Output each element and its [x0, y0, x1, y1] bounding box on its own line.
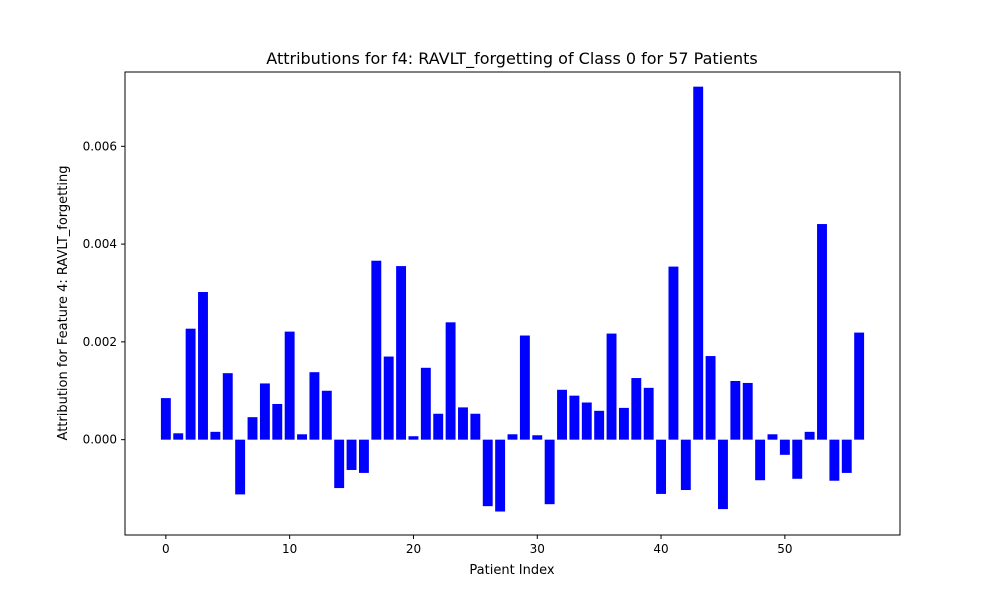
- chart-title: Attributions for f4: RAVLT_forgetting of…: [266, 49, 757, 69]
- bar-patient-10: [284, 331, 295, 440]
- bar-patient-53: [817, 224, 827, 440]
- y-axis-ticks: 0.000 0.002 0.004 0.006: [83, 139, 125, 447]
- bar-patient-34: [581, 402, 592, 440]
- plot-frame: [124, 71, 901, 536]
- bar-patient-24: [458, 407, 468, 440]
- y-tick-label: 0.000: [83, 433, 117, 447]
- bar-patient-15: [346, 439, 357, 470]
- x-tick-label: 40: [653, 542, 668, 556]
- bar-patient-48: [755, 439, 766, 481]
- bar-patient-9: [272, 403, 283, 440]
- bar-patient-43: [693, 86, 704, 440]
- bar-patient-28: [507, 434, 518, 440]
- bar-patient-26: [482, 439, 493, 507]
- bar-patient-52: [804, 431, 815, 440]
- bar-patient-0: [160, 398, 171, 440]
- bar-patient-32: [557, 389, 567, 440]
- bar-patient-7: [247, 417, 258, 440]
- bar-patient-21: [420, 367, 431, 440]
- bar-patient-8: [259, 383, 270, 440]
- bar-patient-33: [569, 395, 580, 440]
- bar-patient-55: [841, 439, 852, 473]
- bar-patient-22: [433, 413, 444, 440]
- bar-patient-38: [631, 378, 642, 440]
- bar-patient-54: [829, 439, 840, 481]
- bar-patient-19: [396, 266, 407, 440]
- x-tick-label: 0: [162, 542, 170, 556]
- y-axis-label: Attribution for Feature 4: RAVLT_forgett…: [56, 166, 71, 441]
- bar-patient-42: [680, 439, 691, 491]
- bar-patient-35: [594, 410, 605, 440]
- y-tick-label: 0.004: [83, 237, 117, 251]
- bar-patient-46: [730, 380, 741, 440]
- bar-patient-3: [198, 292, 208, 440]
- y-tick-label: 0.002: [83, 335, 117, 349]
- bar-patient-5: [222, 373, 233, 440]
- bar-patient-37: [618, 407, 629, 440]
- bar-patient-41: [668, 266, 679, 440]
- bar-patient-13: [321, 390, 332, 440]
- bar-patient-17: [371, 260, 382, 440]
- bar-patient-29: [519, 335, 530, 440]
- bar-patient-31: [544, 439, 555, 505]
- bar-patient-51: [792, 439, 803, 479]
- bar-patient-11: [297, 434, 307, 440]
- x-tick-label: 10: [282, 542, 297, 556]
- x-axis-ticks: 0 10 20 30 40 50: [162, 535, 793, 556]
- bar-patient-30: [532, 435, 543, 440]
- bar-patient-44: [705, 356, 716, 440]
- bar-patient-18: [383, 356, 394, 440]
- bar-patient-27: [495, 439, 506, 512]
- bar-patient-1: [173, 433, 184, 440]
- x-tick-label: 50: [777, 542, 792, 556]
- bar-patient-40: [656, 439, 667, 494]
- bar-patient-16: [358, 439, 369, 473]
- x-tick-label: 30: [530, 542, 545, 556]
- bar-patient-4: [210, 431, 221, 440]
- bar-patient-36: [606, 333, 617, 440]
- bar-patient-49: [767, 434, 778, 440]
- bar-patient-23: [445, 322, 456, 440]
- bar-patient-14: [334, 439, 345, 489]
- bar-patient-45: [718, 439, 728, 510]
- y-tick-label: 0.006: [83, 139, 117, 153]
- bars-group: [160, 86, 865, 512]
- bar-patient-2: [185, 328, 196, 440]
- bar-patient-20: [408, 436, 419, 440]
- bar-patient-56: [854, 332, 865, 440]
- x-tick-label: 20: [406, 542, 421, 556]
- bar-patient-50: [779, 439, 790, 455]
- bar-patient-12: [309, 372, 320, 440]
- bar-patient-47: [742, 382, 753, 440]
- bar-patient-6: [235, 439, 246, 495]
- x-axis-label: Patient Index: [469, 563, 554, 578]
- bar-patient-39: [643, 387, 654, 440]
- bar-patient-25: [470, 413, 481, 440]
